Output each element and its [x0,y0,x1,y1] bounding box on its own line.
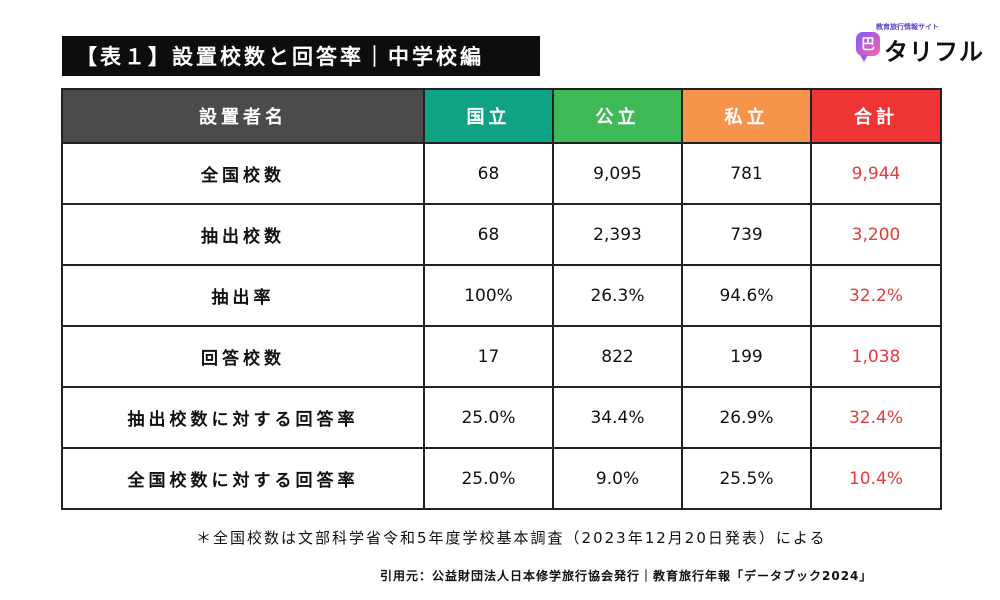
table-row: 抽出率 100% 26.3% 94.6% 32.2% [61,264,942,327]
logo-icon-text: 巴 [861,37,875,53]
cell-total: 1,038 [810,325,942,388]
table-row: 全国校数 68 9,095 781 9,944 [61,142,942,205]
cell-public: 2,393 [552,203,683,266]
table-header-row: 設置者名 国立 公立 私立 合計 [61,88,942,144]
header-total: 合計 [810,88,942,144]
cell-private: 25.5% [681,447,812,510]
cell-national: 17 [423,325,554,388]
cell-private: 199 [681,325,812,388]
cell-total: 10.4% [810,447,942,510]
row-label: 抽出率 [61,264,425,327]
cell-national: 25.0% [423,386,554,449]
header-founder: 設置者名 [61,88,425,144]
schools-response-table: 設置者名 国立 公立 私立 合計 全国校数 68 9,095 781 9,944… [61,88,942,510]
logo-subtitle: 教育旅行情報サイト [876,23,939,31]
row-label: 回答校数 [61,325,425,388]
row-label: 全国校数 [61,142,425,205]
logo-name: タリフル [884,38,984,66]
site-logo[interactable]: 教育旅行情報サイト 巴 タリフル [856,22,983,68]
cell-total: 32.2% [810,264,942,327]
cell-public: 26.3% [552,264,683,327]
cell-private: 739 [681,203,812,266]
cell-public: 34.4% [552,386,683,449]
table-row: 全国校数に対する回答率 25.0% 9.0% 25.5% 10.4% [61,447,942,510]
cell-total: 9,944 [810,142,942,205]
header-private: 私立 [681,88,812,144]
cell-total: 32.4% [810,386,942,449]
table-row: 抽出校数 68 2,393 739 3,200 [61,203,942,266]
table-row: 抽出校数に対する回答率 25.0% 34.4% 26.9% 32.4% [61,386,942,449]
header-public: 公立 [552,88,683,144]
page-title: 【表１】設置校数と回答率｜中学校編 [62,36,540,76]
cell-public: 9.0% [552,447,683,510]
cell-private: 781 [681,142,812,205]
cell-private: 26.9% [681,386,812,449]
row-label: 抽出校数 [61,203,425,266]
cell-national: 68 [423,203,554,266]
source-citation: 引用元：公益財団法人日本修学旅行協会発行｜教育旅行年報「データブック2024」 [380,569,873,583]
row-label: 抽出校数に対する回答率 [61,386,425,449]
cell-national: 100% [423,264,554,327]
header-national: 国立 [423,88,554,144]
cell-private: 94.6% [681,264,812,327]
speech-bubble-icon: 巴 [856,32,880,62]
cell-public: 822 [552,325,683,388]
cell-total: 3,200 [810,203,942,266]
table-row: 回答校数 17 822 199 1,038 [61,325,942,388]
footnote: ＊全国校数は文部科学省令和5年度学校基本調査（2023年12月20日発表）による [196,529,827,547]
row-label: 全国校数に対する回答率 [61,447,425,510]
cell-national: 25.0% [423,447,554,510]
cell-national: 68 [423,142,554,205]
cell-public: 9,095 [552,142,683,205]
